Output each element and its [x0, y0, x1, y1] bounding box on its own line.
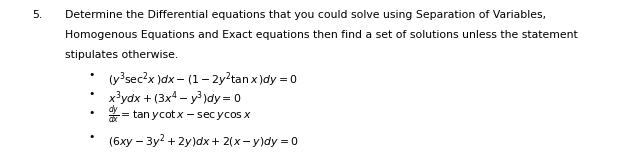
Text: stipulates otherwise.: stipulates otherwise. — [65, 50, 178, 60]
Text: Homogenous Equations and Exact equations then find a set of solutions unless the: Homogenous Equations and Exact equations… — [65, 30, 578, 40]
Text: 5.: 5. — [32, 10, 42, 20]
Text: Determine the Differential equations that you could solve using Separation of Va: Determine the Differential equations tha… — [65, 10, 546, 20]
Text: •: • — [88, 89, 94, 99]
Text: $\frac{dy}{dx} = \tan y \cot x - \sec y \cos x$: $\frac{dy}{dx} = \tan y \cot x - \sec y … — [108, 103, 252, 126]
Text: $(6xy - 3y^2 + 2y)dx + 2(x - y)dy = 0$: $(6xy - 3y^2 + 2y)dx + 2(x - y)dy = 0$ — [108, 132, 299, 151]
Text: •: • — [88, 108, 94, 118]
Text: •: • — [88, 132, 94, 142]
Text: $(y^3 \mathrm{sec}^2 x\,)dx - (1 - 2y^2 \tan x\,)dy = 0$: $(y^3 \mathrm{sec}^2 x\,)dx - (1 - 2y^2 … — [108, 70, 297, 89]
Text: •: • — [88, 70, 94, 80]
Text: $x^3ydx + (3x^4 - y^3)dy = 0$: $x^3ydx + (3x^4 - y^3)dy = 0$ — [108, 89, 242, 108]
